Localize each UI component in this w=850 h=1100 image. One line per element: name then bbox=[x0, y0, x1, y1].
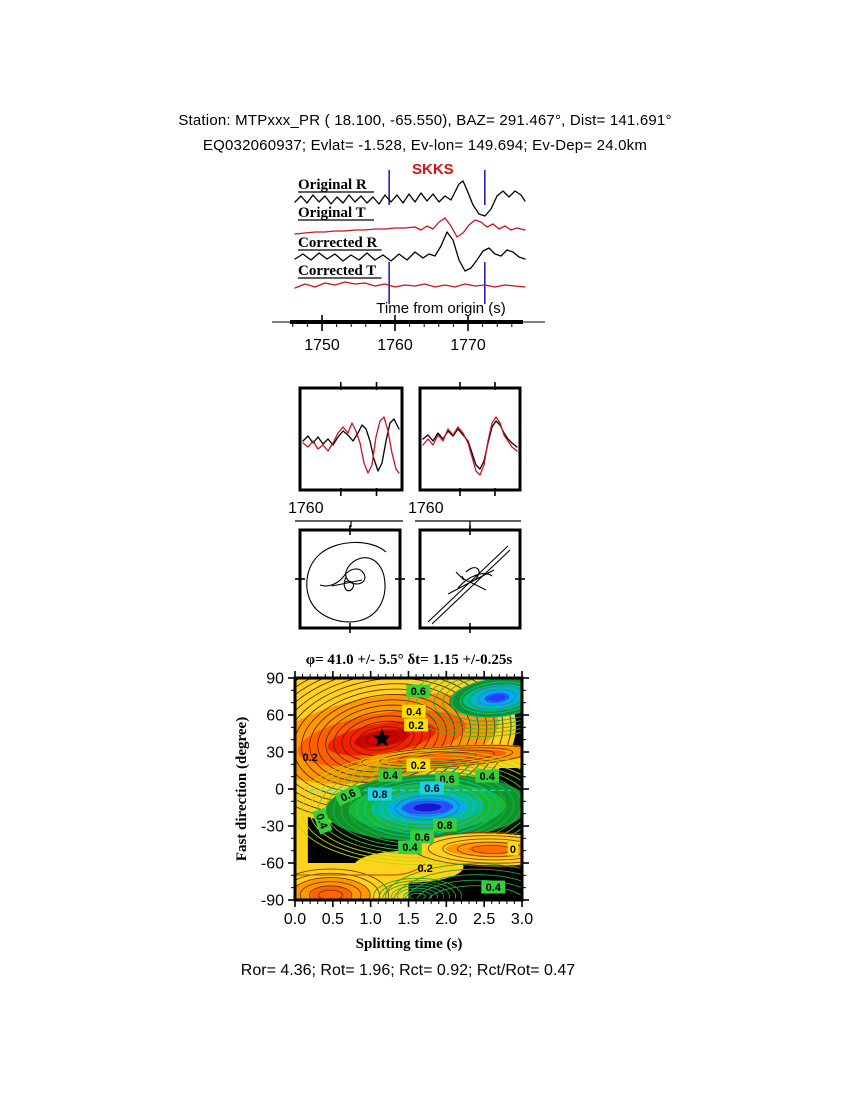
svg-text:0.4: 0.4 bbox=[486, 882, 502, 894]
contour-label: 0.4 bbox=[312, 807, 333, 835]
contour-label: 0.2 bbox=[302, 752, 317, 764]
time-axis-tick-label: 1770 bbox=[450, 337, 486, 354]
trace-label: Corrected T bbox=[298, 263, 376, 279]
contour-label: 0.8 bbox=[367, 787, 392, 801]
contour-label: 0.4 bbox=[378, 768, 403, 782]
station-info-line: Station: MTPxxx_PR ( 18.100, -65.550), B… bbox=[178, 112, 672, 129]
time-axis-label: Time from origin (s) bbox=[376, 300, 505, 317]
contour-label: 0.6 bbox=[420, 781, 444, 795]
y-axis-title: Fast direction (degree) bbox=[234, 716, 250, 862]
contour-label: 0.4 bbox=[475, 769, 500, 783]
svg-text:0.8: 0.8 bbox=[437, 820, 452, 832]
time-axis-tick-label: 1750 bbox=[304, 337, 340, 354]
contour-label: 0 bbox=[507, 842, 519, 856]
svg-text:0.2: 0.2 bbox=[408, 720, 423, 732]
comparison-box-frame bbox=[418, 386, 522, 492]
particle-motion-panel bbox=[295, 525, 525, 633]
contour-label: 0.8 bbox=[432, 818, 457, 832]
svg-text:0.4: 0.4 bbox=[383, 770, 399, 782]
svg-text:0.4: 0.4 bbox=[402, 842, 418, 854]
seismogram-trace bbox=[294, 217, 526, 238]
contour-label: 0.6 bbox=[334, 784, 362, 806]
svg-text:0.6: 0.6 bbox=[339, 787, 358, 804]
x-tick-label: 1.0 bbox=[360, 911, 382, 928]
comparison-trace bbox=[422, 420, 518, 470]
comparison-trace bbox=[422, 416, 518, 476]
contour-label: 0.2 bbox=[406, 758, 431, 772]
svg-text:0.6: 0.6 bbox=[424, 783, 439, 795]
trace-label: Original R bbox=[298, 177, 367, 193]
x-axis-title: Splitting time (s) bbox=[355, 936, 463, 952]
contour-label: 0.2 bbox=[417, 863, 432, 875]
svg-text:0.4: 0.4 bbox=[313, 812, 330, 831]
svg-text:0.8: 0.8 bbox=[372, 789, 387, 801]
misfit-map-panel: 0.60.40.20.20.20.4 0.6 0.40.60.80.60.4 0.80… bbox=[261, 671, 533, 929]
particle-motion-trace bbox=[306, 541, 387, 623]
trace-label: Corrected R bbox=[298, 235, 377, 251]
ratio-summary: Ror= 4.36; Rot= 1.96; Rct= 0.92; Rct/Rot… bbox=[240, 962, 576, 979]
particle-motion-trace bbox=[427, 545, 511, 625]
comparison-trace bbox=[302, 416, 400, 474]
x-tick-label: 2.5 bbox=[473, 911, 495, 928]
svg-text:0.2: 0.2 bbox=[302, 752, 317, 764]
contour-label: 0.4 bbox=[401, 704, 426, 718]
phase-label: SKKS bbox=[412, 161, 454, 178]
svg-text:0: 0 bbox=[510, 844, 516, 856]
x-tick-label: 2.0 bbox=[435, 911, 457, 928]
x-tick-label: 0.0 bbox=[284, 911, 306, 928]
misfit-title: φ= 41.0 +/- 5.5° δt= 1.15 +/-0.25s bbox=[305, 652, 513, 668]
contour-label: 0.4 bbox=[398, 840, 422, 854]
waveform-panel: Original R Original T Corrected R Corrected… bbox=[272, 170, 545, 354]
time-axis-tick-label: 1760 bbox=[377, 337, 413, 354]
comparison-box-frame bbox=[298, 386, 404, 492]
x-tick-label: 1.5 bbox=[397, 911, 419, 928]
contour-label: 0.4 bbox=[481, 880, 506, 894]
y-tick-label: 0 bbox=[275, 782, 284, 799]
y-tick-label: -90 bbox=[261, 893, 284, 910]
y-tick-label: -30 bbox=[261, 819, 284, 836]
svg-text:0.2: 0.2 bbox=[417, 863, 432, 875]
contour-label: 0.2 bbox=[404, 718, 428, 732]
y-tick-label: 30 bbox=[266, 745, 284, 762]
best-solution-star bbox=[372, 728, 392, 747]
svg-text:0.2: 0.2 bbox=[411, 760, 426, 772]
comparison-trace bbox=[302, 418, 400, 472]
y-tick-label: -60 bbox=[261, 856, 284, 873]
seismogram-trace bbox=[294, 180, 526, 217]
y-tick-label: 60 bbox=[266, 708, 284, 725]
svg-text:0.4: 0.4 bbox=[480, 771, 496, 783]
trace-label: Original T bbox=[298, 205, 366, 221]
contour-label: 0.6 bbox=[406, 684, 431, 698]
event-info-line: EQ032060937; Evlat= -1.528, Ev-lon= 149.… bbox=[202, 137, 648, 154]
comparison-time-label: 1760 bbox=[408, 500, 444, 517]
seismogram-trace bbox=[294, 231, 526, 272]
comparison-time-label: 1760 bbox=[288, 500, 324, 517]
waveform-comparison-panel: 1760 1760 bbox=[288, 382, 522, 527]
particle-box-frame bbox=[418, 528, 522, 630]
x-tick-label: 0.5 bbox=[322, 911, 344, 928]
svg-text:0.6: 0.6 bbox=[411, 686, 426, 698]
x-tick-label: 3.0 bbox=[511, 911, 533, 928]
seismogram-trace bbox=[294, 281, 526, 289]
svg-text:0.4: 0.4 bbox=[406, 706, 422, 718]
y-tick-label: 90 bbox=[266, 671, 284, 688]
